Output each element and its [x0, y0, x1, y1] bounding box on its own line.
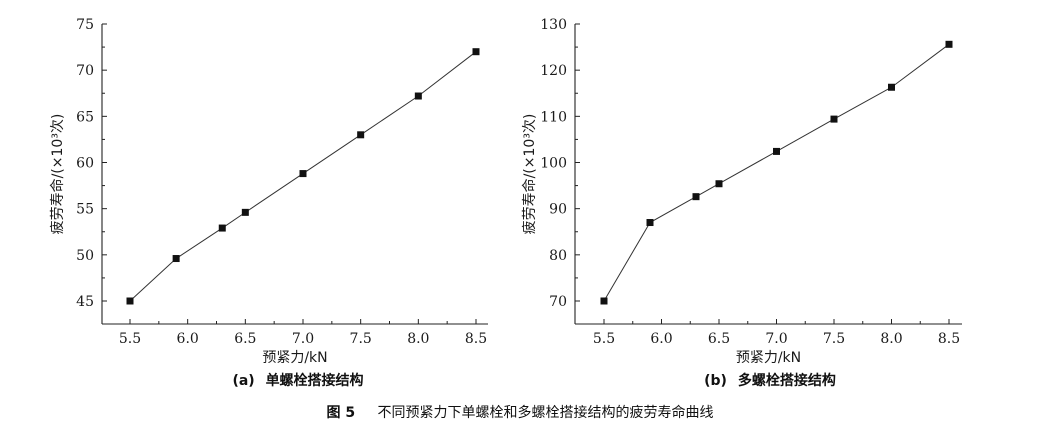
- data-point-marker: [218, 224, 226, 232]
- y-tick-label: 100: [540, 156, 567, 172]
- y-tick-label: 75: [76, 17, 94, 33]
- subcaption-a-label: (a): [232, 373, 254, 389]
- x-tick-label: 6.0: [177, 331, 199, 347]
- data-point-marker: [830, 115, 838, 123]
- y-tick-label: 120: [540, 63, 567, 79]
- chart-panel-b: 5.5 6.0 6.5 7.0 7.5 8.0 8.5 70 80 90 100 110 120 130 预…: [521, 17, 962, 366]
- x-tick-label: 7.5: [350, 331, 372, 347]
- x-tick-label: 7.5: [823, 331, 845, 347]
- chart-panel-a: 5.5 6.0 6.5 7.0 7.5 8.0 8.5 45 50 55 60 65 70 75 预紧力/k…: [49, 17, 488, 366]
- x-axis-title: 预紧力/kN: [262, 350, 327, 366]
- y-tick-label: 55: [76, 202, 94, 218]
- data-point-marker: [646, 219, 654, 227]
- y-tick-label: 110: [540, 109, 567, 125]
- figure-caption-number: 图 5: [326, 405, 355, 421]
- subcaption-a-text: 单螺栓搭接结构: [266, 372, 364, 389]
- data-point-marker: [357, 131, 365, 139]
- y-tick-label: 130: [540, 17, 567, 33]
- data-point-marker: [126, 297, 134, 305]
- y-tick-label: 60: [76, 156, 94, 172]
- y-tick-label: 65: [76, 109, 94, 125]
- x-tick-label: 6.5: [708, 331, 730, 347]
- y-tick-label: 50: [76, 248, 94, 264]
- figure-caption-text: 不同预紧力下单螺栓和多螺栓搭接结构的疲劳寿命曲线: [378, 404, 714, 421]
- x-tick-label: 5.5: [119, 331, 141, 347]
- x-tick-label: 6.5: [234, 331, 256, 347]
- x-tick-label: 8.0: [880, 331, 902, 347]
- x-tick-label: 6.0: [650, 331, 672, 347]
- y-tick-label: 70: [76, 63, 94, 79]
- x-tick-label: 7.0: [292, 331, 314, 347]
- data-point-marker: [172, 255, 180, 263]
- y-tick-label: 80: [549, 248, 567, 264]
- data-point-marker: [241, 208, 249, 216]
- data-point-marker: [414, 92, 422, 100]
- series-line: [129, 51, 477, 302]
- subcaption-b-label: (b): [704, 373, 727, 389]
- y-tick-label: 70: [549, 294, 567, 310]
- y-tick-label: 90: [549, 202, 567, 218]
- y-axis-title: 疲劳寿命/(×10³次): [521, 114, 538, 235]
- subcaption-b: (b) 多螺栓搭接结构: [704, 372, 836, 389]
- data-point-marker: [299, 170, 307, 178]
- y-axis-title: 疲劳寿命/(×10³次): [49, 114, 66, 235]
- data-point-marker: [715, 180, 723, 188]
- figure-caption: 图 5 不同预紧力下单螺栓和多螺栓搭接结构的疲劳寿命曲线: [326, 404, 713, 421]
- data-point-marker: [945, 40, 953, 48]
- x-tick-label: 8.5: [938, 331, 960, 347]
- data-point-marker: [600, 297, 608, 305]
- subcaption-b-text: 多螺栓搭接结构: [738, 372, 836, 389]
- x-axis-title: 预紧力/kN: [736, 350, 801, 366]
- x-tick-label: 5.5: [593, 331, 615, 347]
- data-point-marker: [888, 83, 895, 91]
- data-point-marker: [472, 48, 480, 56]
- y-tick-label: 45: [76, 294, 94, 310]
- x-tick-label: 7.0: [765, 331, 787, 347]
- x-tick-label: 8.0: [407, 331, 429, 347]
- subcaption-a: (a) 单螺栓搭接结构: [232, 372, 363, 389]
- data-point-marker: [692, 193, 700, 201]
- x-tick-label: 8.5: [465, 331, 487, 347]
- data-point-marker: [773, 147, 780, 155]
- series-line: [603, 43, 950, 302]
